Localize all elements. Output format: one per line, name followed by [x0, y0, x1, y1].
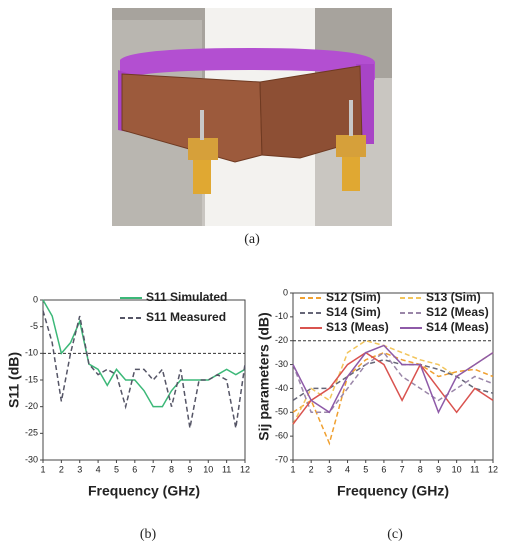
x-tick-label: 10	[452, 464, 462, 474]
x-tick-label: 4	[96, 464, 101, 474]
y-axis-label: S11 (dB)	[6, 352, 22, 408]
x-tick-label: 11	[222, 464, 231, 474]
x-tick-label: 1	[290, 464, 295, 474]
y-axis-label: Sij parameters (dB)	[256, 312, 272, 440]
x-tick-label: 9	[436, 464, 441, 474]
y-tick-label: 0	[33, 294, 38, 304]
x-tick-label: 7	[151, 464, 156, 474]
x-tick-label: 5	[114, 464, 119, 474]
x-tick-label: 3	[77, 464, 82, 474]
y-tick-label: -10	[25, 348, 38, 358]
y-tick-label: 0	[283, 287, 288, 297]
photo	[112, 8, 392, 226]
legend-label: S12 (Sim)	[326, 290, 381, 304]
x-tick-label: 2	[59, 464, 64, 474]
legend-label: S11 Measured	[146, 310, 226, 324]
x-tick-label: 10	[203, 464, 213, 474]
x-tick-label: 6	[381, 464, 386, 474]
legend-label: S14 (Meas)	[426, 320, 489, 334]
legend-label: S14 (Sim)	[326, 305, 381, 319]
x-tick-label: 12	[488, 464, 498, 474]
y-tick-label: -20	[25, 401, 38, 411]
y-tick-label: -25	[25, 428, 38, 438]
series-line	[292, 351, 494, 446]
series-line	[292, 351, 494, 425]
x-tick-label: 3	[327, 464, 332, 474]
series-line	[292, 351, 494, 414]
y-tick-label: -20	[275, 335, 288, 345]
y-tick-label: -70	[275, 454, 288, 464]
x-tick-label: 4	[345, 464, 350, 474]
y-tick-label: -30	[25, 454, 38, 464]
x-tick-label: 12	[240, 464, 250, 474]
x-tick-label: 2	[309, 464, 314, 474]
y-tick-label: -30	[275, 359, 288, 369]
y-tick-label: -5	[30, 321, 38, 331]
y-tick-label: -60	[275, 431, 288, 441]
x-tick-label: 9	[187, 464, 192, 474]
caption: (b)	[140, 527, 157, 542]
y-tick-label: -40	[275, 383, 288, 393]
series-line	[42, 310, 246, 429]
y-tick-label: -15	[25, 374, 38, 384]
y-tick-label: -10	[275, 311, 288, 321]
y-tick-label: -50	[275, 407, 288, 417]
series-line	[292, 359, 494, 401]
series-line	[292, 344, 494, 415]
x-tick-label: 1	[40, 464, 45, 474]
x-tick-label: 6	[132, 464, 137, 474]
caption: (c)	[387, 527, 403, 542]
x-tick-label: 8	[169, 464, 174, 474]
x-tick-label: 8	[418, 464, 423, 474]
x-axis-label: Frequency (GHz)	[88, 483, 200, 499]
x-tick-label: 11	[470, 464, 479, 474]
legend-label: S12 (Meas)	[426, 305, 489, 319]
x-axis-label: Frequency (GHz)	[337, 483, 449, 499]
legend-label: S13 (Sim)	[426, 290, 481, 304]
x-tick-label: 5	[363, 464, 368, 474]
legend-label: S13 (Meas)	[326, 320, 389, 334]
x-tick-label: 7	[400, 464, 405, 474]
legend-label: S11 Simulated	[146, 290, 227, 304]
caption: (a)	[244, 232, 260, 247]
